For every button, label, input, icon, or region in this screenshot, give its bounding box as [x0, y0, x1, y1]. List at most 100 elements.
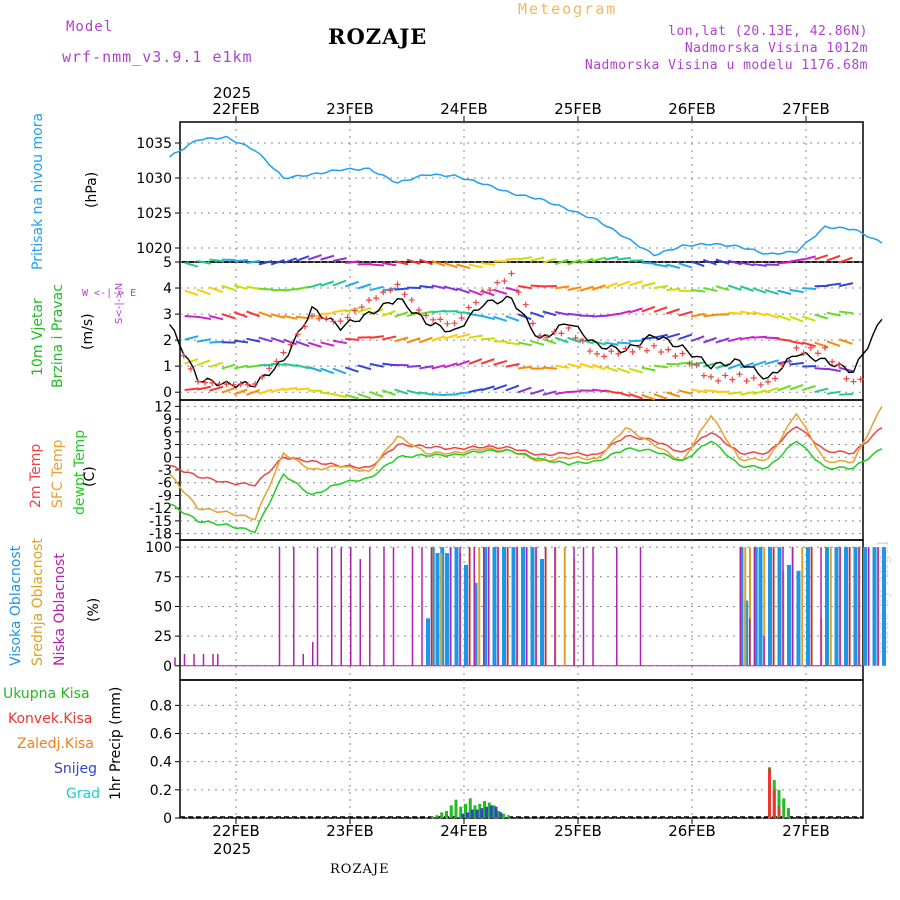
- wind-barb: [419, 258, 433, 266]
- wind-gust-marker: [180, 352, 187, 359]
- wind-gust-marker: [629, 348, 636, 355]
- wind-ytick-label: 5: [163, 255, 172, 271]
- wind-barb: [715, 337, 730, 344]
- wind-gust-marker: [558, 330, 565, 337]
- wind-barb: [591, 284, 606, 291]
- wind-barb: [505, 257, 520, 261]
- wind-barb: [270, 336, 285, 344]
- lonlat-label: lon,lat (20.13E, 42.86N): [668, 24, 868, 39]
- wind-barb: [678, 361, 693, 365]
- wind-barb: [653, 284, 668, 290]
- wind-barb: [517, 386, 532, 394]
- wind-gust-marker: [700, 372, 707, 379]
- wind-gust-marker: [772, 375, 779, 382]
- wind-gust-marker: [665, 346, 672, 353]
- wind-barb: [233, 311, 248, 318]
- wind-barb: [505, 362, 520, 368]
- wind-barb: [196, 288, 211, 296]
- wind-barb: [839, 310, 854, 315]
- cloud-low-bar: [312, 642, 314, 666]
- bottom-day-label: 22FEB: [212, 822, 260, 840]
- cloud-low-bar: [392, 547, 395, 666]
- wind-gust-marker: [715, 377, 722, 384]
- precip-total-bar: [492, 805, 496, 818]
- wind-barb: [283, 386, 298, 392]
- wind-gust-marker: [693, 362, 700, 369]
- wind-gust-marker: [565, 324, 572, 331]
- wind-barb: [764, 288, 779, 296]
- wind-barb: [493, 384, 508, 391]
- wind-barb: [345, 260, 360, 264]
- wind-barb: [480, 358, 495, 365]
- wind-barb: [369, 391, 384, 398]
- wind-gust-marker: [601, 353, 608, 360]
- wind-barb: [332, 308, 347, 314]
- wind-gust-marker: [501, 278, 508, 285]
- wind-barb: [789, 315, 804, 323]
- cloud-low-bar: [459, 547, 461, 666]
- wind-barb: [369, 362, 384, 368]
- cloud-mid-bar: [744, 547, 747, 666]
- cloud-high-bar: [844, 547, 848, 666]
- wind-barb: [468, 358, 483, 365]
- wind-barb: [258, 311, 273, 318]
- temp-ytick-label: -18: [149, 527, 172, 543]
- wind-barb: [320, 391, 335, 396]
- wind-gust-marker: [736, 371, 743, 378]
- cloud-high-bar: [787, 564, 791, 666]
- wind-barb: [270, 259, 285, 266]
- cloud-high-bar: [806, 547, 810, 666]
- wind-barb: [406, 389, 421, 395]
- wind-barb: [456, 287, 470, 294]
- wind-gust-marker: [480, 288, 486, 295]
- cloud-low-bar: [217, 653, 219, 666]
- precip-total-bar: [449, 805, 453, 818]
- wind-ytick-label: 1: [163, 359, 172, 375]
- wind-barb: [332, 339, 347, 345]
- wind-barb: [184, 289, 199, 297]
- cloud-high-bar: [834, 547, 839, 666]
- model-label: Model: [66, 19, 114, 35]
- bottom-day-label: 27FEB: [782, 822, 830, 840]
- precip-conv-bar: [777, 806, 781, 818]
- wind-barb: [332, 279, 347, 287]
- precip-total-bar: [430, 816, 434, 818]
- wind-barb: [246, 259, 261, 265]
- cloud-high-bar: [426, 618, 430, 666]
- wind-barb: [604, 255, 619, 261]
- legend-total-rain: Ukupna Kisa: [3, 686, 90, 702]
- wind-barb: [233, 284, 248, 290]
- wind-barb: [555, 285, 570, 290]
- pressure-line: [169, 135, 883, 257]
- cloud-high-bar: [882, 547, 886, 666]
- wind-gust-marker: [615, 350, 622, 357]
- wind-barb: [209, 314, 224, 321]
- wind-barb: [246, 364, 261, 369]
- wind-barb: [592, 388, 607, 393]
- cloud-high-bar: [768, 547, 772, 666]
- wind-barb: [443, 261, 458, 269]
- cloud-low-bar: [302, 653, 304, 666]
- cloud-low-bar: [791, 547, 794, 666]
- wind-gust-marker: [551, 328, 558, 335]
- wind-barb: [789, 340, 804, 345]
- wind-barb: [764, 386, 779, 394]
- wind-barb: [382, 362, 397, 367]
- cloud-low-bar: [573, 547, 575, 666]
- wind-barb: [801, 385, 816, 392]
- cloud-high-bar: [464, 564, 468, 666]
- cloud-low-bar: [554, 547, 556, 666]
- wind-barb: [320, 254, 335, 261]
- wind-barb: [530, 256, 545, 262]
- cloud-low-bar: [782, 547, 784, 666]
- wind-barb: [246, 310, 260, 318]
- wind-gust-marker: [836, 361, 843, 368]
- precip-snow-bar: [499, 812, 503, 818]
- wind-barb: [431, 335, 446, 342]
- cloud-high-bar: [530, 547, 535, 666]
- wind-barb: [715, 258, 730, 265]
- precip-ytick-label: 0.4: [150, 755, 172, 771]
- wind-barb: [221, 313, 236, 320]
- wind-gust-marker: [366, 297, 372, 304]
- temp-dew-line: [169, 440, 883, 534]
